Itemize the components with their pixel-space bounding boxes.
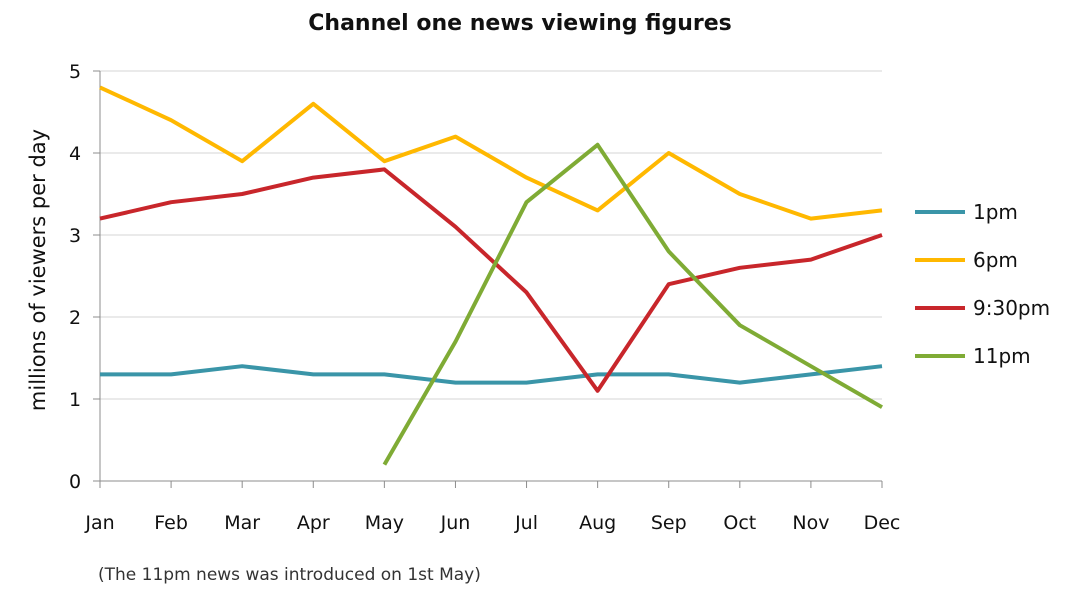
legend-label: 6pm — [973, 248, 1018, 272]
legend: 1pm 6pm 9:30pm 11pm — [915, 200, 1050, 368]
series-line-1pm — [100, 364, 883, 385]
x-tick-label: May — [365, 512, 404, 534]
chart-title: Channel one news viewing figures — [308, 11, 731, 36]
axes: 0 1 2 3 4 5 Jan Feb Mar Apr May Jun Jul Aug Sep Oct Nov D… — [69, 61, 900, 534]
y-tick-label: 4 — [69, 143, 81, 165]
chart-annotation: (The 11pm news was introduced on 1st May… — [98, 565, 481, 585]
legend-label: 1pm — [973, 200, 1018, 224]
y-tick-label: 3 — [69, 225, 81, 247]
y-tick-label: 1 — [69, 389, 81, 411]
x-tick-label: Dec — [864, 512, 901, 534]
legend-label: 9:30pm — [973, 296, 1050, 320]
x-tick-label: Jan — [84, 512, 114, 534]
x-tick-label: Mar — [224, 512, 260, 534]
series-line-6pm — [99, 85, 883, 221]
x-tick-label: Aug — [579, 512, 616, 534]
y-tick-label: 2 — [69, 307, 81, 329]
x-tick-label: Jul — [514, 512, 538, 534]
series-line-11pm — [382, 142, 883, 466]
y-tick-label: 5 — [69, 61, 81, 83]
x-tick-label: Sep — [651, 512, 687, 534]
x-tick-label: Apr — [297, 512, 330, 534]
y-axis-label: millions of viewers per day — [26, 129, 50, 411]
x-tick-label: Jun — [440, 512, 471, 534]
x-tick-label: Nov — [792, 512, 829, 534]
y-tick-label: 0 — [69, 471, 81, 493]
series-line-930pm — [99, 167, 883, 393]
x-tick-label: Oct — [723, 512, 756, 534]
series-lines — [99, 85, 883, 466]
legend-label: 11pm — [973, 344, 1031, 368]
x-tick-label: Feb — [154, 512, 188, 534]
gridlines — [100, 70, 882, 400]
